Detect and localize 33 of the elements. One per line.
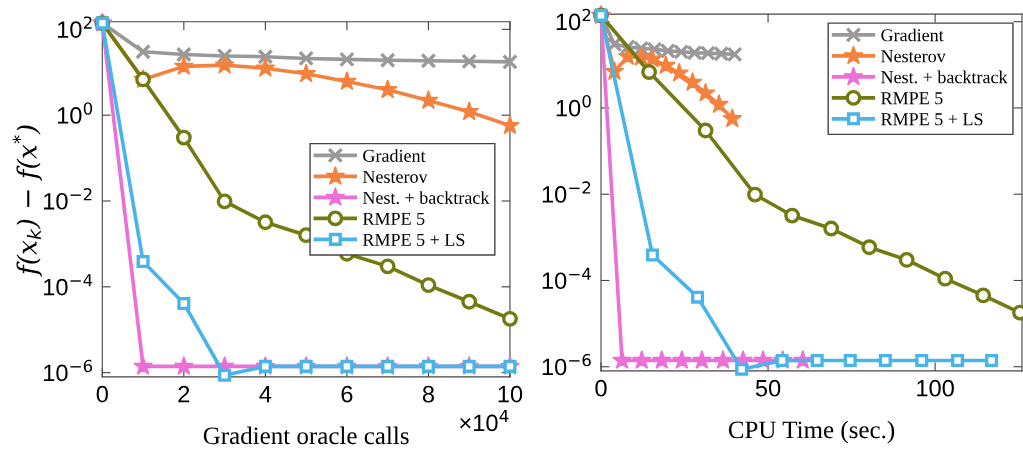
x-tick-label: 10 [498, 385, 523, 403]
x-axis-title: CPU Time (sec.) [728, 420, 895, 444]
legend-label: Nesterov [362, 170, 428, 183]
legend-label: RMPE 5 + LS [881, 113, 983, 126]
x-tick-label: 2 [178, 385, 190, 403]
y-tick-label: 10$^{−6}$ [44, 359, 93, 382]
y-tick-label: 10$^{2}$ [556, 8, 591, 31]
y-tick-label: 10$^{−2}$ [44, 188, 92, 210]
y-axis-title: f(x$_{k}$) − f(x$^{*}$) [12, 125, 42, 277]
x-tick-label: 6 [341, 385, 353, 403]
x-tick-label: 0 [595, 379, 607, 397]
legend-label: Gradient [363, 149, 426, 162]
legend-label: Gradient [881, 28, 944, 42]
y-tick-label: 10$^{−2}$ [542, 181, 591, 203]
y-tick-label: 10$^{−4}$ [542, 267, 591, 290]
legend-label: Nest. + backtrack [881, 70, 1008, 84]
y-tick-label: 10$^{0}$ [57, 102, 93, 124]
x-tick-label: 8 [422, 385, 434, 403]
text: ×10$^{4}$ [460, 409, 509, 432]
legend-label: RMPE 5 [362, 212, 425, 225]
y-tick-label: 10$^{0}$ [556, 95, 591, 117]
legend-label: Nest. + backtrack [362, 191, 490, 204]
x-tick-label: 4 [259, 386, 272, 403]
x-tick-label: 50 [755, 379, 781, 397]
x-axis-title: Gradient oracle calls [203, 426, 409, 445]
x-tick-label: 100 [917, 379, 954, 397]
legend-label: RMPE 5 + LS [362, 233, 465, 246]
y-tick-label: 10$^{2}$ [57, 16, 92, 38]
legend-label: RMPE 5 [881, 92, 943, 105]
legend-label: Nesterov [881, 50, 946, 63]
x-tick-label: 0 [96, 385, 108, 403]
y-tick-label: 10$^{−6}$ [542, 353, 591, 376]
y-tick-label: 10$^{−4}$ [44, 274, 93, 296]
